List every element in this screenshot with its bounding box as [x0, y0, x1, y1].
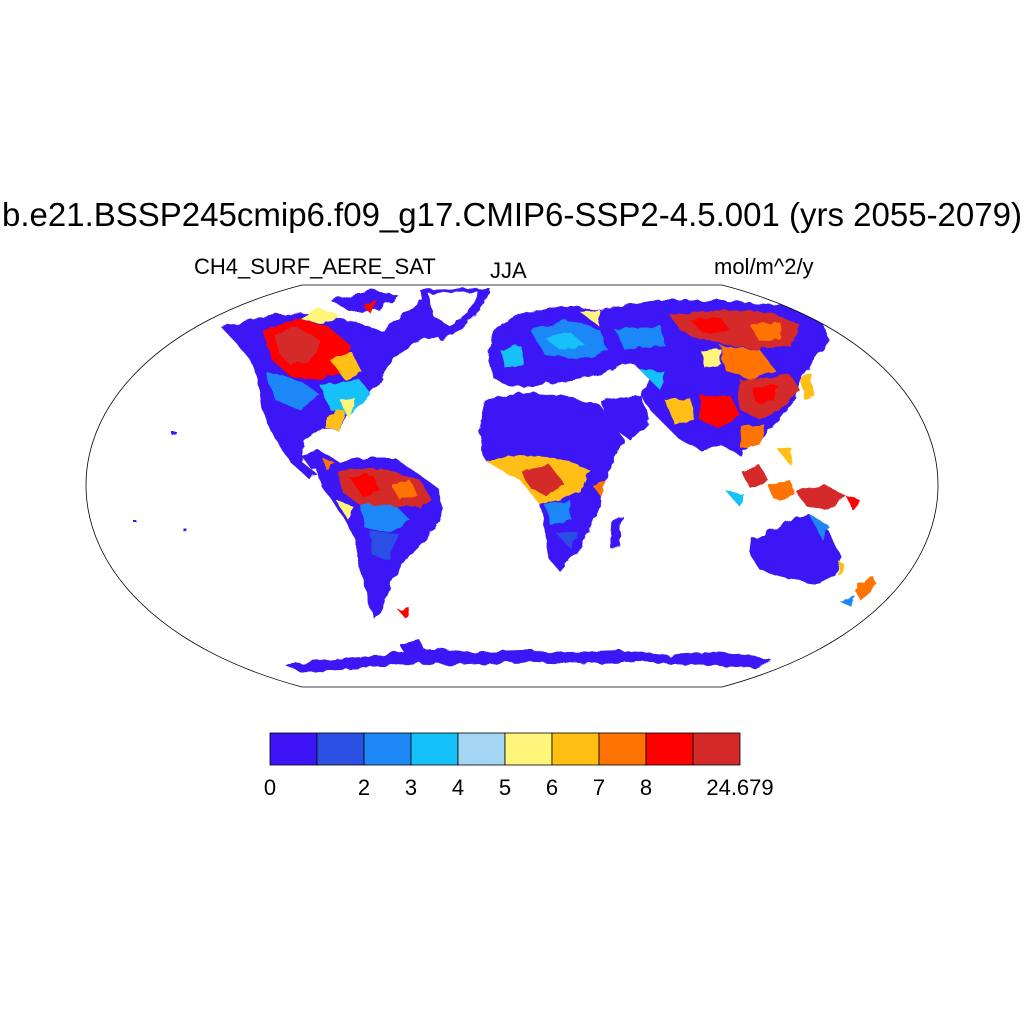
- colorbar-box: [410, 732, 459, 766]
- map-boundary: [85, 284, 939, 688]
- colorbar-tick-label: 7: [593, 775, 605, 800]
- variable-label: CH4_SURF_AERE_SAT: [194, 254, 436, 279]
- season-label: JJA: [490, 258, 527, 283]
- colorbar-tick-label: 6: [546, 775, 558, 800]
- north-america: [222, 290, 470, 478]
- southeast-asia-islands: [725, 448, 860, 510]
- colorbar-box: [269, 732, 318, 766]
- colorbar-tick-label: 0: [264, 775, 276, 800]
- colorbar-box: [645, 732, 694, 766]
- colorbar-tick-label: 2: [358, 775, 370, 800]
- colorbar-tick-label: 24.679: [706, 775, 773, 800]
- colorbar-box: [457, 732, 506, 766]
- colorbar-box: [551, 732, 600, 766]
- south-america: [318, 458, 442, 620]
- colorbar-tick-label: 4: [452, 775, 464, 800]
- asia: [600, 300, 830, 455]
- units-label: mol/m^2/y: [714, 254, 814, 279]
- colorbar-box: [363, 732, 412, 766]
- madagascar: [610, 515, 622, 548]
- colorbar-box: [316, 732, 365, 766]
- arabia: [600, 395, 650, 440]
- colorbar-tick-label: 8: [640, 775, 652, 800]
- new-zealand: [855, 575, 878, 600]
- australia: [750, 515, 845, 585]
- colorbar-tick-label: 5: [499, 775, 511, 800]
- colorbar-tick-label: 3: [405, 775, 417, 800]
- colorbar-box: [504, 732, 553, 766]
- colorbar-box: [692, 732, 741, 766]
- colorbar-box: [598, 732, 647, 766]
- plot-title: b.e21.BSSP245cmip6.f09_g17.CMIP6-SSP2-4.…: [2, 196, 1022, 233]
- central-america: [300, 450, 340, 472]
- africa: [478, 392, 625, 572]
